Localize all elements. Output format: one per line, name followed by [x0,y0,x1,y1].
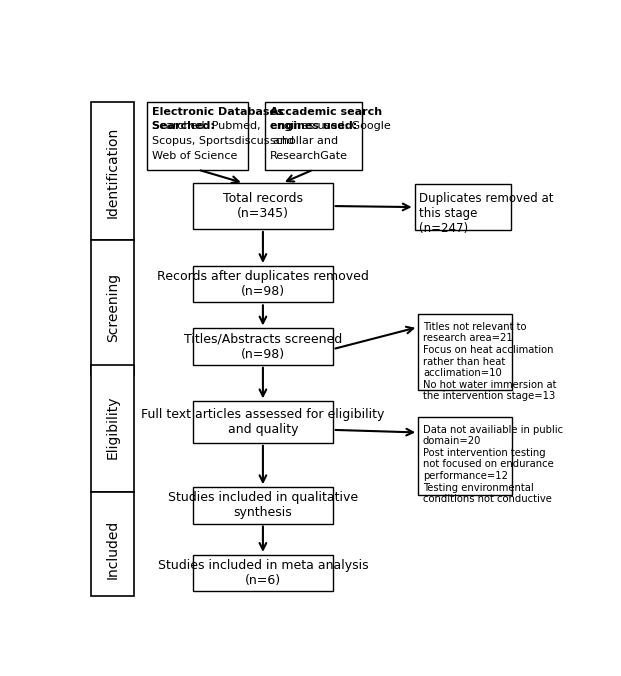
Text: Records after duplicates removed
(n=98): Records after duplicates removed (n=98) [157,270,369,298]
Bar [91,365,134,492]
Bar [91,492,134,596]
Bar [193,329,333,365]
Bar [265,102,361,170]
Text: ResearchGate: ResearchGate [270,151,348,161]
Text: Full text articles assessed for eligibility
and quality: Full text articles assessed for eligibil… [141,408,384,436]
Bar [193,487,333,523]
Text: Studies included in meta analysis
(n=6): Studies included in meta analysis (n=6) [158,559,368,587]
Bar [91,102,134,240]
Bar [415,184,510,230]
Bar [193,183,333,229]
Text: Scopus, Sportsdiscus and: Scopus, Sportsdiscus and [152,136,294,146]
Text: engines used:: engines used: [270,121,361,131]
Text: Screening: Screening [106,273,120,342]
Text: Duplicates removed at
this stage
(n=247): Duplicates removed at this stage (n=247) [419,192,554,235]
Text: Electronic Databases: Electronic Databases [152,107,284,116]
Text: Titles/Abstracts screened
(n=98): Titles/Abstracts screened (n=98) [184,333,342,360]
Text: Included: Included [106,520,120,579]
Text: schollar and: schollar and [270,136,338,146]
Text: Data not availiable in public
domain=20
Post intervention testing
not focused on: Data not availiable in public domain=20 … [423,425,563,504]
Text: Accademic search: Accademic search [270,107,383,116]
Bar [193,555,333,592]
Text: Total records
(n=345): Total records (n=345) [223,192,303,220]
Bar [418,314,512,389]
Text: Eligibility: Eligibility [106,395,120,459]
Text: Titles not relevant to
research area=21
Focus on heat acclimation
rather than he: Titles not relevant to research area=21 … [423,322,556,402]
Text: Web of Science: Web of Science [152,151,238,161]
Bar [193,402,333,443]
Text: Studies included in qualitative
synthesis: Studies included in qualitative synthesi… [168,491,358,519]
Text: Identification: Identification [106,126,120,218]
Text: engines used: Google: engines used: Google [270,121,391,131]
Bar [147,102,248,170]
Bar [418,417,512,495]
Text: Searched:: Searched: [152,121,219,131]
Bar [91,240,134,375]
Bar [193,266,333,302]
Text: Searched: Pubmed,: Searched: Pubmed, [152,121,261,131]
